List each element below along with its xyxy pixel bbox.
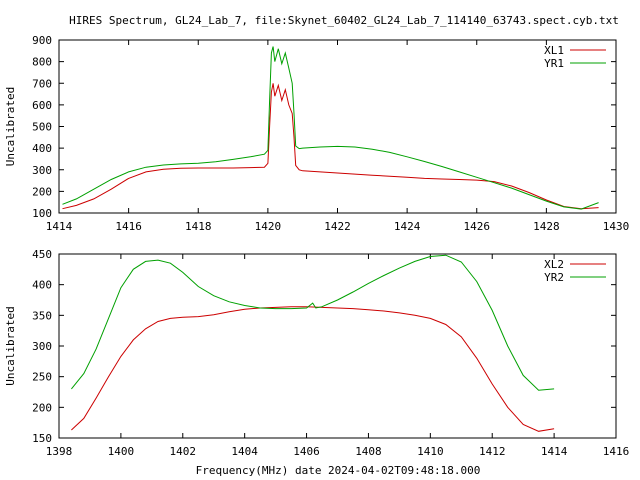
y-tick-label: 600 xyxy=(32,99,52,112)
series-line-yr2 xyxy=(71,254,555,391)
legend-label: YR2 xyxy=(544,271,564,284)
x-tick-label: 1424 xyxy=(394,220,421,233)
x-tick-label: 1414 xyxy=(46,220,73,233)
y-tick-label: 700 xyxy=(32,77,52,90)
x-tick-label: 1408 xyxy=(355,445,382,458)
y-tick-label: 400 xyxy=(32,279,52,292)
y-tick-label: 200 xyxy=(32,185,52,198)
y-axis-label: Uncalibrated xyxy=(4,87,17,166)
x-axis-label: Frequency(MHz) date 2024-04-02T09:48:18.… xyxy=(196,464,481,477)
x-tick-label: 1416 xyxy=(603,445,630,458)
x-tick-label: 1426 xyxy=(464,220,491,233)
x-tick-label: 1416 xyxy=(115,220,142,233)
y-tick-label: 300 xyxy=(32,340,52,353)
legend-label: YR1 xyxy=(544,57,564,70)
y-tick-label: 450 xyxy=(32,248,52,261)
x-tick-label: 1402 xyxy=(170,445,197,458)
y-tick-label: 800 xyxy=(32,56,52,69)
x-tick-label: 1412 xyxy=(479,445,506,458)
x-tick-label: 1430 xyxy=(603,220,630,233)
y-tick-label: 250 xyxy=(32,371,52,384)
x-tick-label: 1400 xyxy=(108,445,135,458)
x-tick-label: 1414 xyxy=(541,445,568,458)
legend-label: XL1 xyxy=(544,44,564,57)
series-line-yr1 xyxy=(62,46,599,210)
series-line-xl2 xyxy=(71,306,555,432)
series-line-xl1 xyxy=(62,83,599,210)
y-tick-label: 200 xyxy=(32,401,52,414)
panel-top: 1414 1416 1418 1420 1422 1424 1426 1428 1430 100 2… xyxy=(4,34,629,233)
figure-title: HIRES Spectrum, GL24_Lab_7, file:Skynet_… xyxy=(69,14,619,27)
y-tick-label: 400 xyxy=(32,142,52,155)
y-tick-label: 150 xyxy=(32,432,52,445)
x-tick-label: 1422 xyxy=(324,220,351,233)
x-tick-label: 1420 xyxy=(255,220,282,233)
panel-bottom: 1398 1400 1402 1404 1406 1408 1410 1412 1414 1416… xyxy=(4,248,629,458)
x-tick-label: 1404 xyxy=(231,445,258,458)
legend-label: XL2 xyxy=(544,258,564,271)
y-tick-label: 300 xyxy=(32,164,52,177)
y-tick-label: 900 xyxy=(32,34,52,47)
y-axis-label: Uncalibrated xyxy=(4,306,17,385)
y-tick-label: 100 xyxy=(32,207,52,220)
plot-frame xyxy=(58,39,617,214)
x-tick-label: 1418 xyxy=(185,220,212,233)
y-tick-label: 500 xyxy=(32,121,52,134)
x-tick-label: 1398 xyxy=(46,445,73,458)
x-tick-label: 1428 xyxy=(533,220,560,233)
x-tick-label: 1410 xyxy=(417,445,444,458)
y-tick-label: 350 xyxy=(32,309,52,322)
plot-frame xyxy=(58,253,617,439)
x-tick-label: 1406 xyxy=(293,445,320,458)
